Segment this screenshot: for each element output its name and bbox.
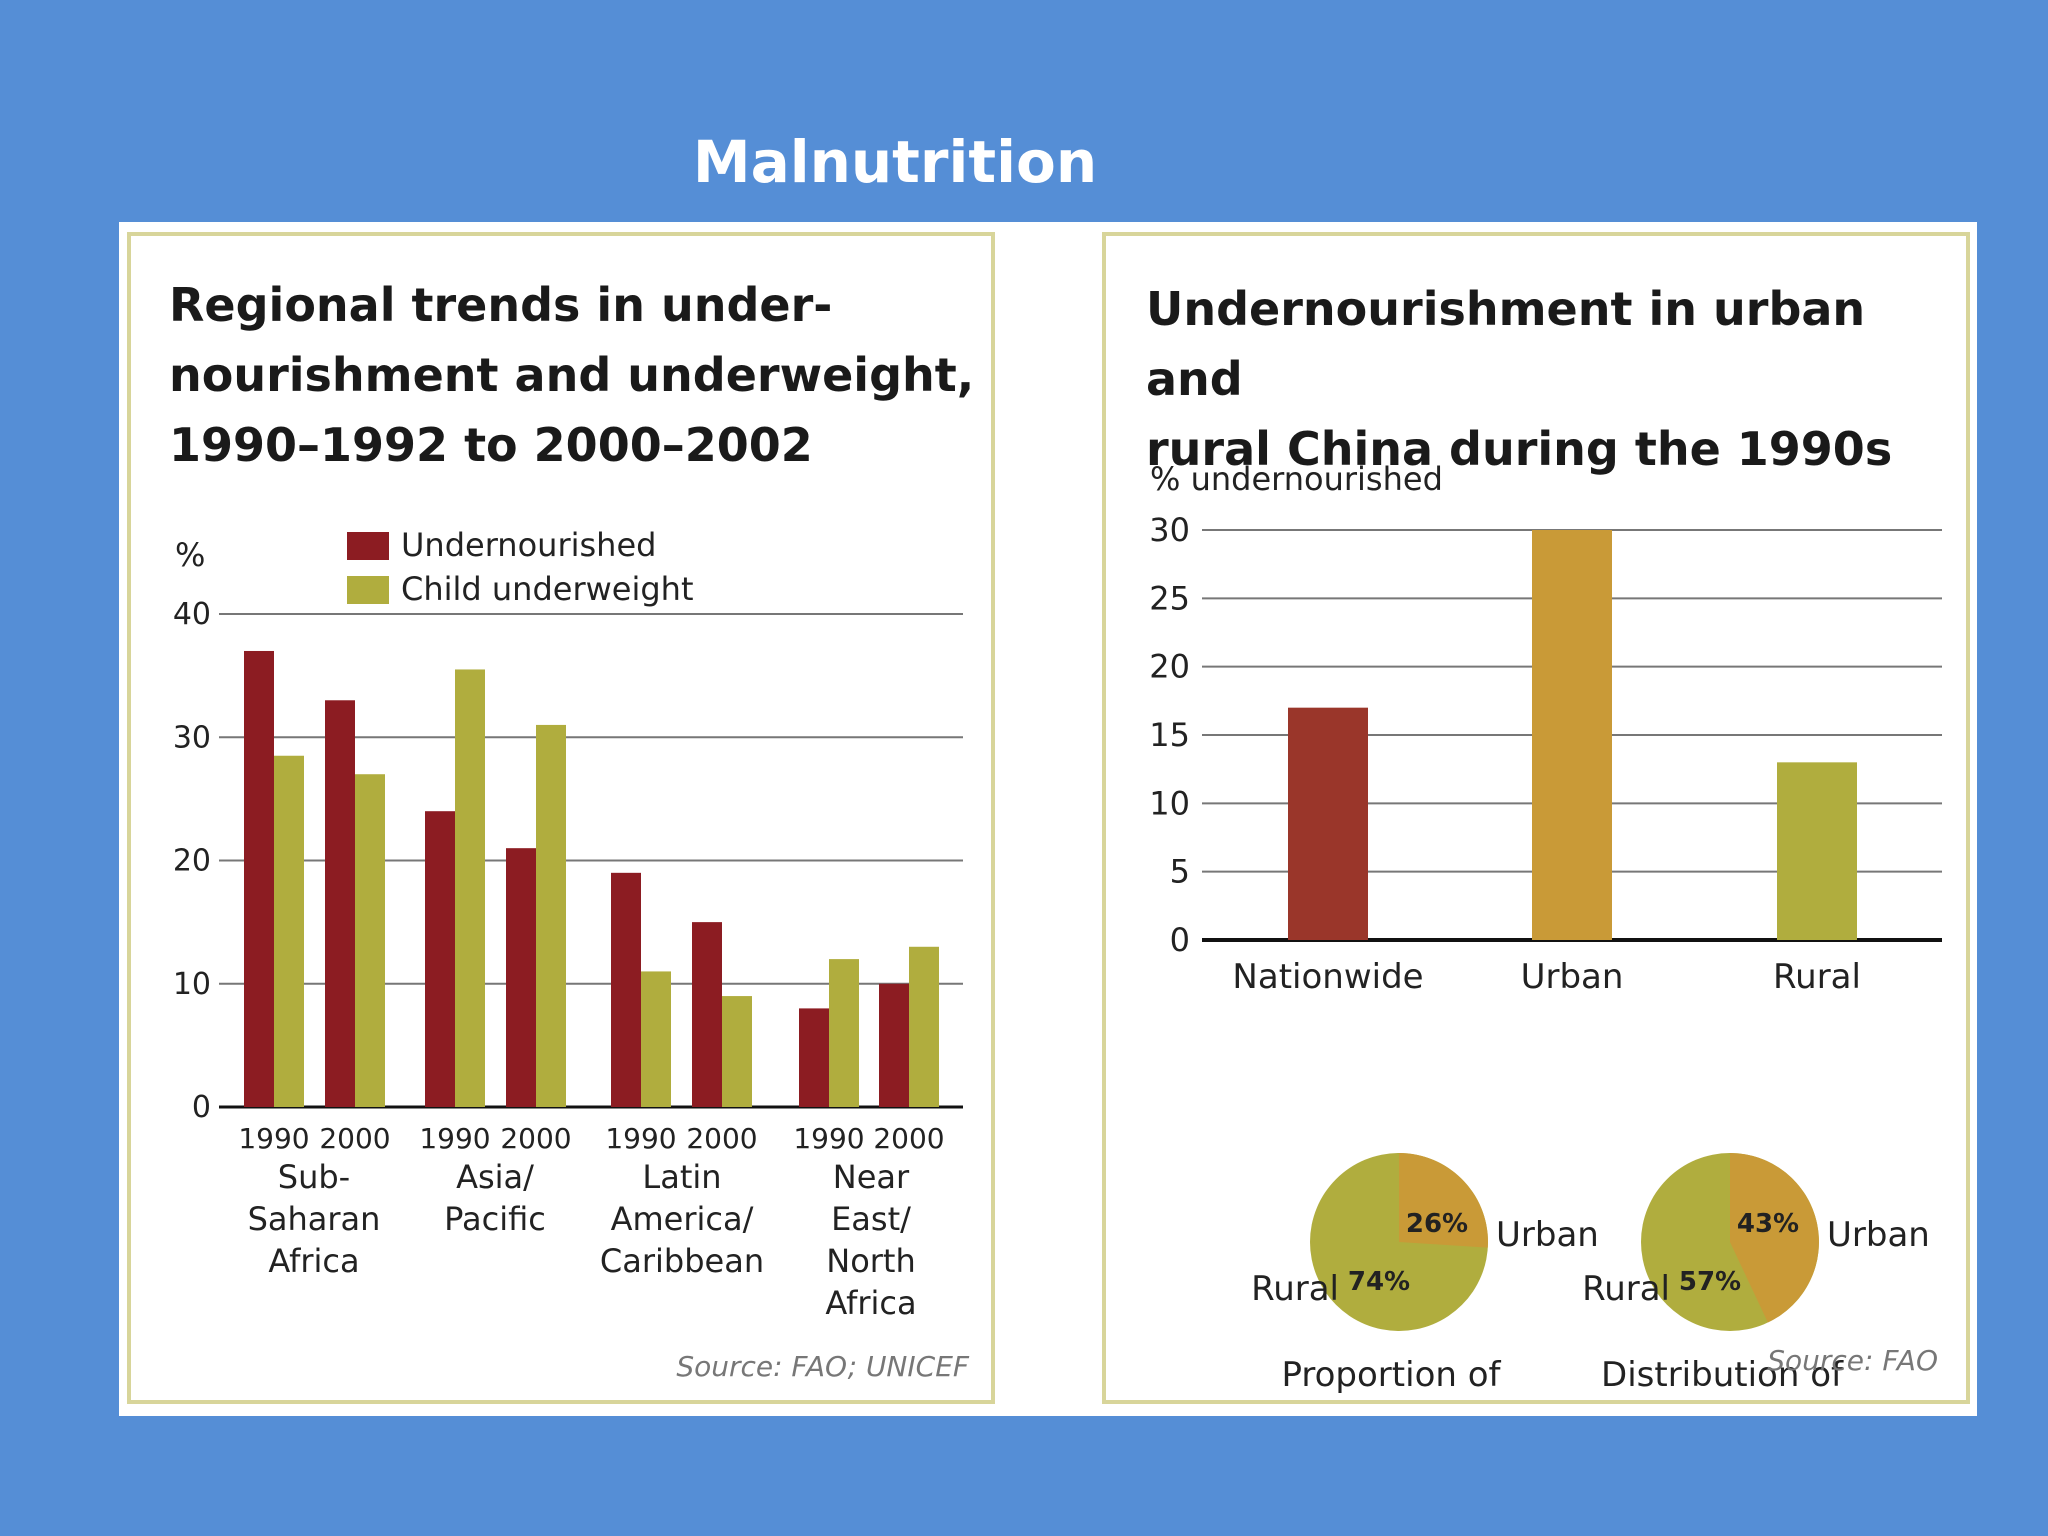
bar-undernourished-0: [244, 650, 274, 1107]
bar-nationwide: [1288, 707, 1368, 940]
x-tick-year: 2000: [500, 1122, 571, 1155]
source-note: Source: FAO; UNICEF: [676, 1350, 970, 1383]
bar-undernourished-4: [611, 872, 641, 1107]
title-line-1: Undernourishment in urban and: [1146, 282, 1866, 406]
pie-2-urban-slice: [1730, 1153, 1819, 1323]
legend-label-child-underweight: Child underweight: [401, 570, 694, 608]
source-note: Source: FAO: [1767, 1344, 1938, 1377]
regional-trends-chart: Regional trends in under- nourishment an…: [127, 232, 995, 1404]
legend-swatch-child-underweight: [347, 576, 389, 604]
slide-title: Malnutrition: [692, 128, 1098, 196]
pie-2-rural-label: Rural: [1582, 1269, 1670, 1309]
bar-child-underweight-1: [355, 774, 385, 1107]
pie-2-rural-value: 57%: [1679, 1267, 1741, 1297]
y-tick-label: 0: [192, 1090, 211, 1125]
pie-1-urban-slice: [1399, 1153, 1488, 1248]
y-tick-label: 10: [1149, 784, 1190, 822]
bar-child-underweight-2: [455, 669, 485, 1107]
y-tick-label: 40: [173, 597, 211, 632]
x-tick-year: 2000: [686, 1122, 757, 1155]
pie-2-urban-value: 43%: [1737, 1209, 1799, 1239]
title-line-1: Regional trends in under-: [169, 278, 833, 332]
x-category-label: Urban: [1521, 957, 1624, 997]
y-tick-label: 25: [1149, 579, 1190, 617]
bar-undernourished-3: [506, 848, 536, 1107]
legend-label-undernourished: Undernourished: [401, 526, 656, 564]
title-line-2: rural China during the 1990s: [1146, 422, 1893, 476]
china-undernourishment-chart: Undernourishment in urban and rural Chin…: [1102, 232, 1970, 1404]
bar-undernourished-6: [799, 1008, 829, 1107]
y-tick-label: 30: [1149, 511, 1190, 549]
y-tick-label: 0: [1170, 921, 1190, 959]
pie-1-rural-value: 74%: [1348, 1267, 1410, 1297]
group-label: Asia/Pacific: [444, 1158, 546, 1238]
china-chart-title: Undernourishment in urban and rural Chin…: [1146, 274, 1966, 484]
x-category-label: Rural: [1773, 957, 1861, 997]
bar-urban: [1532, 530, 1612, 940]
bar-child-underweight-3: [536, 724, 566, 1107]
pie-1-urban-label: Urban: [1496, 1215, 1599, 1255]
x-tick-year: 1990: [238, 1122, 309, 1155]
pie-1-urban-value: 26%: [1406, 1209, 1468, 1239]
x-tick-year: 2000: [873, 1122, 944, 1155]
bar-child-underweight-7: [909, 946, 939, 1107]
pie-1-rural-label: Rural: [1251, 1269, 1339, 1309]
x-tick-year: 1990: [419, 1122, 490, 1155]
bar-child-underweight-6: [829, 959, 859, 1107]
regional-trends-title: Regional trends in under- nourishment an…: [169, 270, 974, 480]
y-tick-label: 30: [173, 720, 211, 755]
legend-swatch-undernourished: [347, 532, 389, 560]
pie-1-caption: Proportion oftotal population: [1256, 1355, 1525, 1400]
bar-undernourished-1: [325, 700, 355, 1107]
y-tick-label: 20: [1149, 648, 1190, 686]
y-tick-label: 10: [173, 967, 211, 1002]
bar-rural: [1777, 762, 1857, 940]
bar-child-underweight-0: [274, 755, 304, 1107]
y-tick-label: 5: [1170, 853, 1190, 891]
bar-child-underweight-5: [722, 996, 752, 1107]
x-tick-year: 2000: [319, 1122, 390, 1155]
pie-2-urban-label: Urban: [1827, 1215, 1930, 1255]
group-label: Latin America/Caribbean: [600, 1158, 764, 1280]
y-axis-title: % undernourished: [1150, 460, 1443, 498]
y-axis-unit-label: %: [175, 536, 205, 574]
group-label: Sub-Saharan Africa: [248, 1158, 381, 1280]
bar-undernourished-7: [879, 983, 909, 1107]
x-tick-year: 1990: [793, 1122, 864, 1155]
title-line-2: nourishment and underweight,: [169, 348, 975, 402]
bar-undernourished-5: [692, 922, 722, 1107]
group-label: Near East/North Africa: [825, 1158, 916, 1322]
title-line-3: 1990–1992 to 2000–2002: [169, 418, 813, 472]
regional-trends-plot: % 0 10 20 30 40 Undernourished Child underweigh…: [173, 526, 970, 1383]
y-tick-label: 15: [1149, 716, 1190, 754]
pie-2-caption: Distribution ofundernourished: [1588, 1355, 1856, 1400]
china-undernourishment-plot: % undernourished 0 5 10 15 20 25 30 Nationwide Ur…: [1149, 460, 1942, 1400]
bar-undernourished-2: [425, 811, 455, 1107]
y-tick-label: 20: [173, 844, 211, 879]
x-category-label: Nationwide: [1232, 957, 1423, 997]
bar-child-underweight-4: [641, 971, 671, 1107]
x-tick-year: 1990: [605, 1122, 676, 1155]
